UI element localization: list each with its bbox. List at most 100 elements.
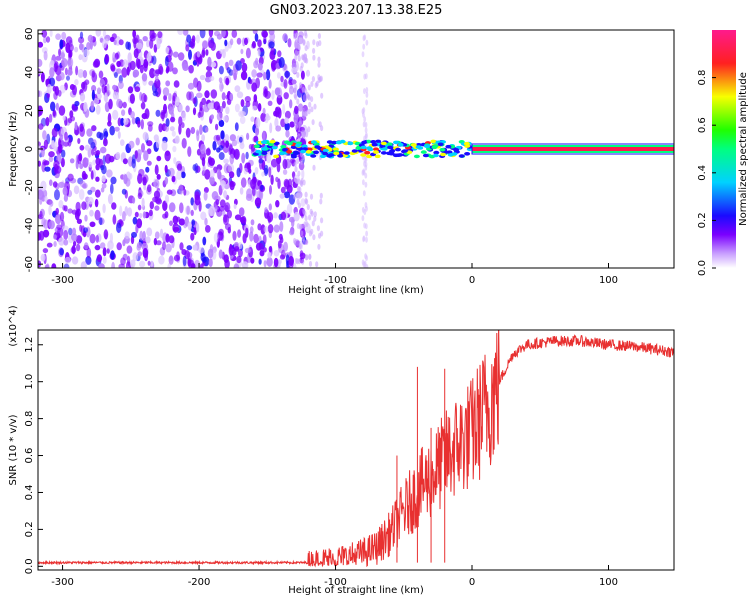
heatmap-cell [201, 49, 206, 58]
heatmap-cell [52, 109, 56, 117]
heatmap-cell [164, 176, 169, 185]
heatmap-cell [291, 67, 298, 74]
snr-series-line [38, 330, 674, 568]
heatmap-cell [162, 213, 167, 219]
colorbar-tick-label: 0.2 [697, 212, 708, 228]
heatmap-cell [273, 154, 280, 159]
heatmap-cell [69, 110, 74, 118]
heatmap-cell [38, 145, 42, 156]
heatmap-cell [72, 84, 77, 96]
spectrogram-y-ticks: 60 40 20 0 -20 -40 -60 [24, 27, 43, 272]
heatmap-cell [445, 144, 452, 149]
heatmap-cell [201, 257, 207, 263]
heatmap-cell [195, 222, 200, 233]
heatmap-cell [118, 39, 124, 46]
heatmap-cell [80, 261, 87, 268]
heatmap-cell [183, 188, 187, 196]
heatmap-cell [53, 234, 57, 240]
heatmap-cell [61, 31, 67, 41]
heatmap-cell [225, 77, 230, 86]
heatmap-cell [229, 153, 235, 165]
x-tick-label: -100 [324, 577, 347, 588]
heatmap-cell [248, 168, 252, 174]
heatmap-cell [111, 261, 115, 268]
heatmap-cell [269, 139, 276, 144]
spectrogram-x-label: Height of straight line (km) [288, 285, 424, 296]
heatmap-cell [130, 111, 135, 119]
heatmap-cell [264, 207, 268, 214]
heatmap-cell [63, 194, 68, 202]
heatmap-cell [107, 112, 112, 124]
heatmap-cell [276, 72, 281, 79]
heatmap-cell [55, 55, 62, 61]
x-tick-label: -300 [51, 275, 74, 286]
heatmap-cell [199, 74, 206, 81]
heatmap-cell [55, 102, 60, 111]
heatmap-cell [297, 170, 301, 177]
heatmap-cell [95, 30, 102, 37]
spectrogram-panel: -300 -200 -100 0 100 60 40 20 0 -20 -40 -60 Height… [8, 27, 675, 296]
heatmap-cell [52, 181, 58, 188]
heatmap-cell [263, 35, 267, 44]
heatmap-cell [137, 173, 143, 185]
heatmap-cell [258, 189, 264, 201]
heatmap-cell [85, 157, 89, 164]
heatmap-cell [318, 40, 322, 47]
heatmap-cell [143, 185, 147, 191]
heatmap-cell [238, 136, 243, 143]
heatmap-cell [110, 183, 114, 194]
heatmap-cell [126, 245, 133, 254]
heatmap-cell [153, 190, 161, 199]
heatmap-cell [440, 152, 447, 157]
snr-x-ticks: -300 -200 -100 0 100 [51, 565, 618, 588]
heatmap-cell [86, 247, 92, 259]
heatmap-cell [64, 67, 68, 76]
heatmap-cell [173, 226, 180, 232]
heatmap-cell [73, 185, 80, 195]
heatmap-cell [84, 144, 90, 151]
heatmap-cell [293, 237, 297, 244]
heatmap-cell [317, 61, 321, 68]
heatmap-cell [203, 191, 208, 201]
heatmap-cell [55, 213, 62, 225]
heatmap-cell [128, 172, 133, 180]
heatmap-cell [263, 225, 269, 233]
heatmap-cell [65, 42, 71, 54]
heatmap-cell [273, 224, 280, 233]
heatmap-cell [245, 47, 251, 59]
heatmap-cell [300, 70, 305, 80]
heatmap-cell [71, 103, 76, 111]
heatmap-cell [284, 122, 290, 131]
heatmap-cell [299, 250, 304, 257]
heatmap-cell [316, 225, 320, 232]
heatmap-cell [301, 54, 305, 61]
heatmap-cell [43, 160, 50, 166]
heatmap-cell [251, 82, 258, 92]
heatmap-cell [289, 85, 294, 95]
heatmap-cell [111, 202, 117, 210]
heatmap-cell [42, 189, 48, 198]
heatmap-cell [276, 87, 283, 99]
heatmap-cell [245, 227, 249, 238]
heatmap-cell [190, 197, 194, 206]
heatmap-cell [154, 231, 160, 239]
heatmap-cell [231, 69, 238, 77]
heatmap-cell [262, 247, 267, 253]
heatmap-cell [364, 172, 368, 179]
heatmap-cell [240, 48, 244, 55]
heatmap-cell [43, 36, 47, 44]
heatmap-cell [64, 256, 71, 264]
heatmap-cell [94, 189, 101, 198]
heatmap-cell [439, 147, 446, 152]
heatmap-cell [278, 57, 285, 68]
heatmap-cell [310, 81, 314, 87]
heatmap-cell [298, 120, 302, 127]
heatmap-cell [38, 160, 41, 167]
heatmap-cell [458, 154, 465, 158]
heatmap-cell [319, 198, 323, 205]
heatmap-cell [135, 223, 139, 234]
heatmap-cell [190, 232, 195, 241]
heatmap-cell [224, 61, 229, 67]
heatmap-cell [219, 199, 226, 208]
